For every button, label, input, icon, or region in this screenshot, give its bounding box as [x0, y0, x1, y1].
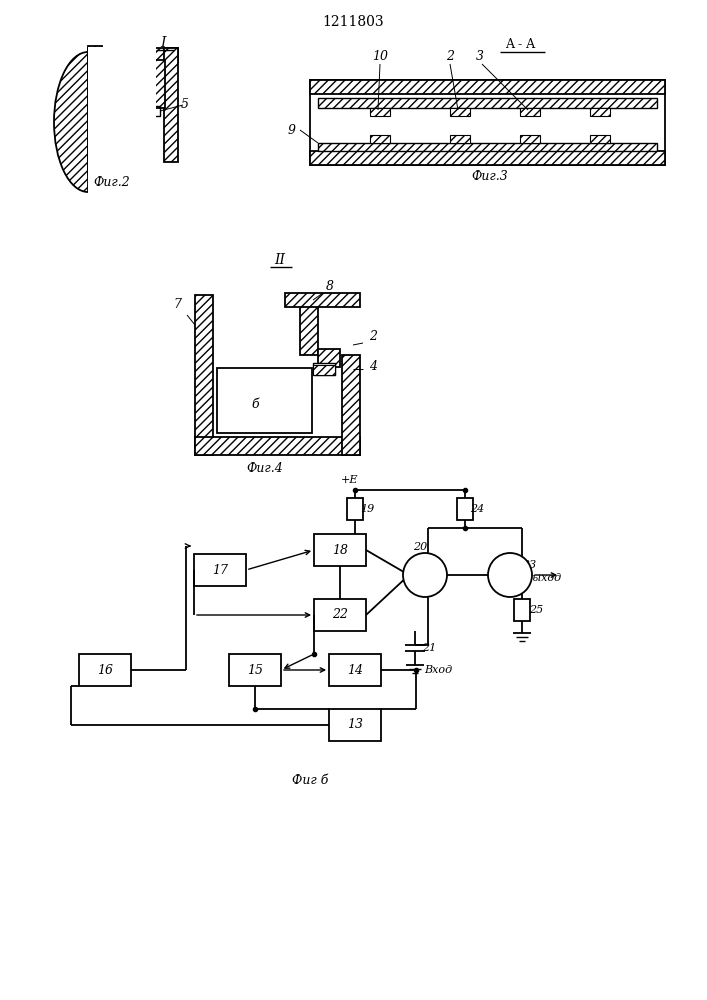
Bar	[520, 135, 540, 143]
Bar	[457, 498, 473, 520]
Text: 21: 21	[422, 643, 436, 653]
Text: 18: 18	[332, 544, 348, 556]
Text: 19: 19	[360, 504, 374, 514]
Text: Вход: Вход	[424, 665, 452, 675]
Bar	[195, 437, 360, 455]
Bar	[318, 98, 657, 108]
Bar	[313, 363, 335, 375]
Bar	[314, 599, 366, 631]
Ellipse shape	[54, 52, 122, 192]
Bar	[229, 654, 281, 686]
Bar	[514, 599, 530, 621]
Bar	[88, 46, 102, 162]
Text: 16: 16	[97, 664, 113, 676]
Bar	[313, 365, 335, 375]
Text: 9: 9	[288, 123, 296, 136]
Bar	[450, 108, 470, 116]
Text: 2: 2	[369, 330, 377, 344]
Text: +E: +E	[341, 475, 358, 485]
Text: 15: 15	[247, 664, 263, 676]
Text: Выход: Выход	[524, 573, 561, 583]
Bar	[300, 295, 318, 355]
Text: Фиг.3: Фиг.3	[472, 170, 508, 184]
Text: 24: 24	[470, 504, 484, 514]
Bar	[370, 108, 390, 116]
Bar	[310, 151, 665, 165]
Bar	[318, 349, 340, 367]
Text: A - A: A - A	[505, 38, 535, 51]
Bar	[347, 498, 363, 520]
Bar	[310, 80, 665, 165]
Bar	[194, 554, 246, 586]
Text: 22: 22	[332, 608, 348, 621]
Bar	[79, 654, 131, 686]
Text: Фиг б: Фиг б	[292, 774, 328, 786]
Bar	[520, 108, 540, 116]
Text: Фиг.4: Фиг.4	[247, 462, 284, 476]
Text: Фиг.2: Фиг.2	[93, 176, 130, 188]
Bar	[143, 60, 165, 108]
Text: 7: 7	[173, 298, 181, 312]
Bar	[88, 48, 178, 62]
Text: 10: 10	[372, 50, 388, 64]
Text: б: б	[251, 398, 259, 412]
Bar	[450, 135, 470, 143]
Bar	[195, 295, 213, 455]
Bar	[370, 135, 390, 143]
Bar	[310, 80, 665, 94]
Bar	[590, 135, 610, 143]
Bar	[164, 48, 178, 162]
Circle shape	[488, 553, 532, 597]
Text: I: I	[160, 36, 165, 50]
Text: 8: 8	[326, 280, 334, 294]
Text: 5: 5	[181, 99, 189, 111]
Text: 14: 14	[347, 664, 363, 676]
Text: 1211803: 1211803	[322, 15, 384, 29]
Bar	[285, 293, 360, 307]
Bar	[590, 108, 610, 116]
Text: 25: 25	[529, 605, 543, 615]
Text: 2: 2	[446, 50, 454, 64]
Text: 3: 3	[476, 50, 484, 64]
Bar	[314, 534, 366, 566]
Bar	[342, 355, 360, 455]
Text: II: II	[274, 253, 286, 267]
Text: 17: 17	[212, 564, 228, 576]
Bar	[142, 106, 160, 116]
Bar	[329, 709, 381, 741]
Text: 13: 13	[347, 718, 363, 732]
Text: 20: 20	[413, 542, 427, 552]
Bar	[88, 47, 156, 197]
Bar	[217, 368, 312, 433]
Bar	[329, 654, 381, 686]
Circle shape	[403, 553, 447, 597]
Text: 23: 23	[522, 560, 536, 570]
Bar	[88, 160, 144, 174]
Text: 4: 4	[369, 360, 377, 373]
Bar	[318, 143, 657, 151]
